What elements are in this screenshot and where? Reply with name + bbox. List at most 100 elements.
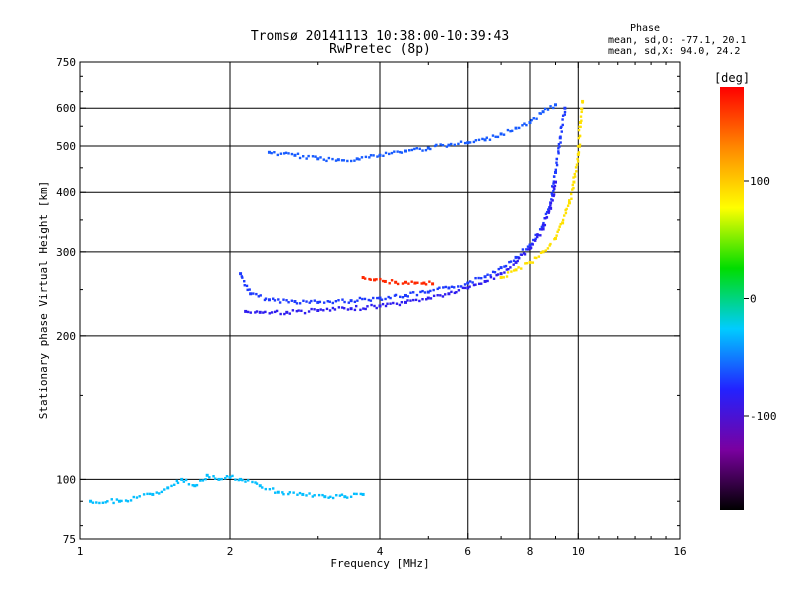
data-point — [555, 161, 558, 164]
data-point — [548, 244, 551, 247]
data-point — [151, 492, 155, 496]
data-point — [512, 259, 516, 262]
data-point — [341, 306, 344, 309]
data-point — [388, 152, 391, 156]
data-point — [400, 301, 404, 304]
data-point — [431, 282, 435, 286]
data-point — [488, 138, 492, 141]
data-point — [322, 301, 326, 304]
data-point — [372, 154, 375, 157]
data-point — [518, 257, 521, 260]
data-point — [363, 297, 367, 301]
data-point — [268, 488, 272, 491]
data-point — [445, 145, 449, 148]
data-point — [376, 296, 379, 300]
data-point — [414, 298, 418, 302]
data-point — [463, 141, 467, 145]
data-point — [361, 276, 365, 280]
y-tick-label: 500 — [56, 140, 76, 153]
data-point — [521, 248, 525, 251]
data-point — [489, 274, 492, 277]
data-point — [254, 481, 257, 484]
data-point — [160, 490, 164, 494]
data-point — [132, 495, 135, 499]
data-point — [531, 243, 534, 246]
data-point — [283, 312, 286, 316]
data-point — [407, 149, 411, 152]
data-point — [249, 292, 253, 296]
data-point — [541, 250, 545, 254]
data-point — [545, 216, 549, 219]
data-point — [477, 138, 481, 142]
data-point — [401, 296, 405, 299]
data-point — [386, 302, 389, 305]
data-point — [317, 493, 321, 497]
data-point — [396, 150, 399, 153]
data-point — [254, 311, 257, 314]
data-point — [481, 137, 484, 141]
data-point — [176, 481, 180, 485]
data-point — [104, 501, 107, 504]
data-point — [311, 495, 315, 498]
data-point — [293, 300, 297, 304]
x-tick-label: 6 — [464, 545, 471, 558]
data-point — [331, 157, 334, 161]
data-point — [193, 484, 197, 488]
data-point — [91, 501, 95, 504]
data-point — [296, 152, 300, 155]
data-point — [424, 148, 428, 152]
data-point — [423, 291, 427, 294]
data-point — [577, 128, 581, 132]
data-point — [399, 295, 402, 299]
data-point — [571, 188, 574, 191]
data-point — [549, 242, 552, 246]
data-point — [550, 198, 553, 201]
data-point — [302, 299, 305, 302]
data-point — [319, 308, 322, 311]
data-point — [555, 157, 558, 161]
data-point — [334, 300, 338, 303]
data-point — [191, 484, 194, 487]
data-point — [441, 143, 445, 147]
data-point — [538, 228, 542, 231]
data-point — [297, 309, 300, 312]
data-point — [295, 309, 299, 313]
data-point — [560, 130, 563, 133]
data-point — [410, 280, 413, 283]
data-point — [279, 312, 282, 316]
data-point — [337, 306, 341, 309]
data-point — [370, 303, 373, 307]
data-point — [421, 149, 424, 152]
data-point — [170, 484, 173, 488]
y-tick-label: 400 — [56, 186, 76, 199]
data-point — [551, 185, 554, 188]
data-point — [503, 271, 506, 274]
data-point — [447, 292, 451, 296]
data-point — [267, 150, 271, 154]
data-point — [480, 276, 483, 280]
data-point — [239, 477, 243, 481]
data-point — [353, 308, 357, 312]
data-point — [310, 299, 313, 303]
colorbar — [720, 87, 744, 510]
data-point — [447, 143, 451, 147]
data-point — [274, 491, 277, 494]
data-point — [399, 150, 402, 154]
data-point — [378, 304, 382, 308]
data-point — [248, 288, 251, 291]
data-point — [319, 156, 322, 159]
data-point — [335, 494, 338, 497]
data-point — [541, 227, 545, 231]
data-point — [557, 150, 560, 153]
colorbar-tick-label: 0 — [750, 293, 757, 306]
data-point — [291, 309, 295, 312]
data-point — [287, 301, 290, 304]
data-point — [413, 281, 417, 285]
data-point — [499, 272, 503, 276]
data-point — [403, 149, 407, 153]
data-point — [296, 493, 299, 496]
data-point — [520, 267, 523, 270]
data-point — [234, 478, 237, 481]
data-point — [271, 297, 275, 300]
data-point — [409, 291, 412, 294]
